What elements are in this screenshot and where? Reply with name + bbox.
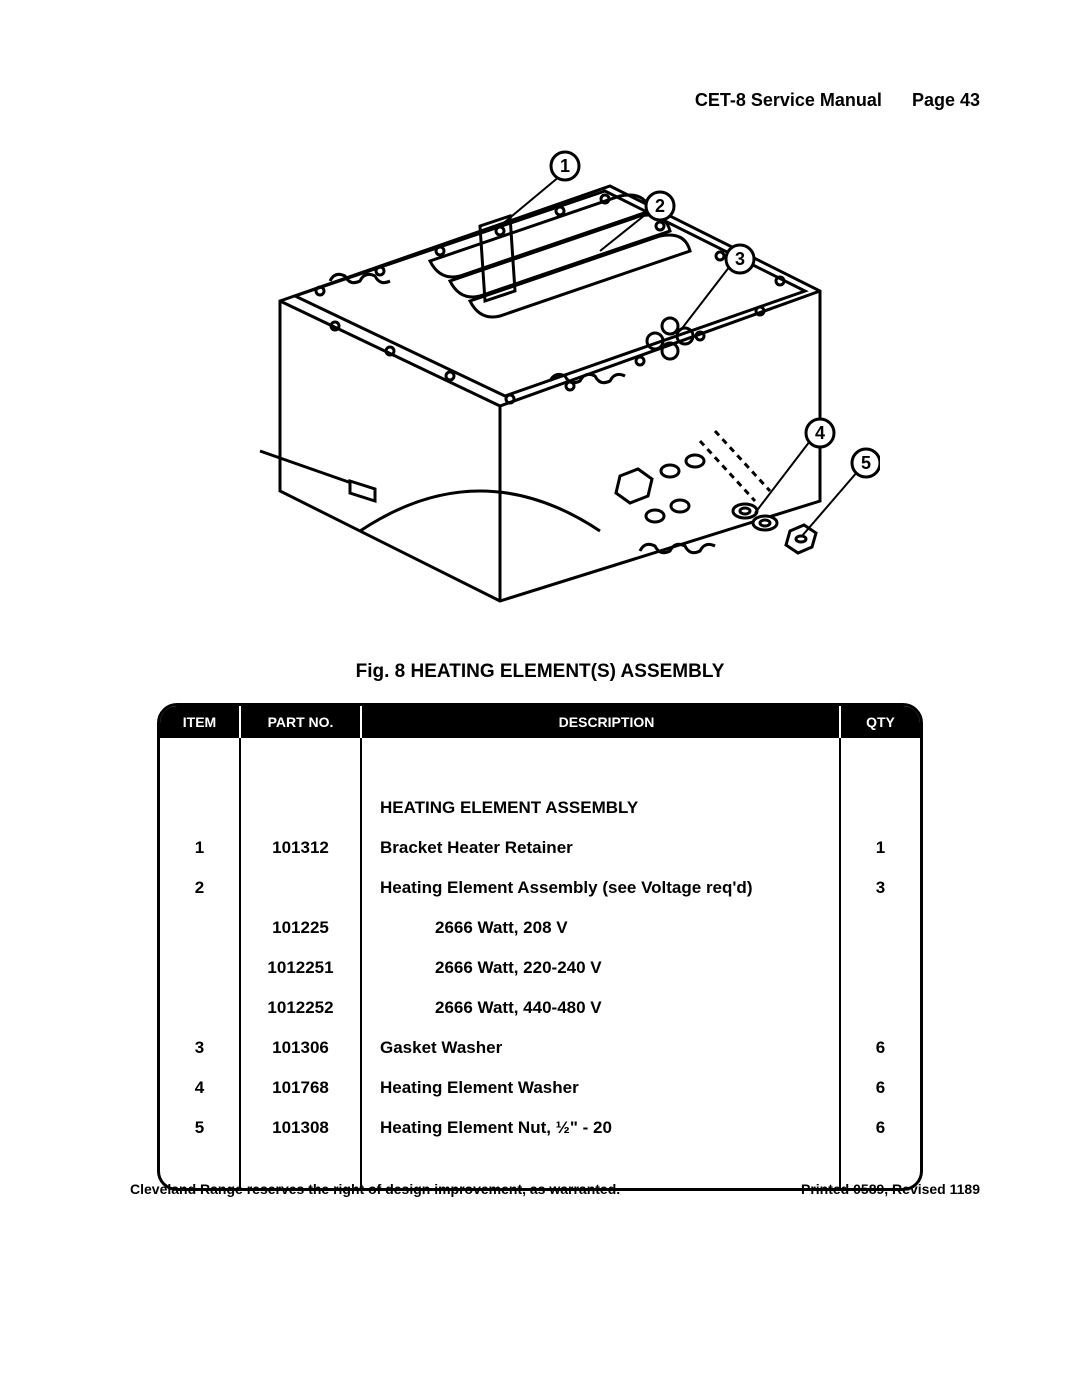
callout-2: 2 (655, 196, 665, 216)
table-row: 1101312Bracket Heater Retainer1 (160, 828, 920, 868)
cell-desc: Gasket Washer (361, 1028, 840, 1068)
callout-4: 4 (815, 423, 825, 443)
footer-right: Printed 0589, Revised 1189 (801, 1181, 980, 1197)
cell-part (240, 788, 361, 828)
page: CET-8 Service Manual Page 43 (0, 0, 1080, 1397)
cell-desc: 2666 Watt, 208 V (361, 908, 840, 948)
cell-desc: Bracket Heater Retainer (361, 828, 840, 868)
cell-desc: 2666 Watt, 440-480 V (361, 988, 840, 1028)
manual-title: CET-8 Service Manual (695, 90, 882, 110)
figure-caption: Fig. 8 HEATING ELEMENT(S) ASSEMBLY (70, 661, 1010, 683)
cell-desc: Heating Element Washer (361, 1068, 840, 1108)
cell-qty: 6 (840, 1028, 920, 1068)
cell-item: 5 (160, 1108, 240, 1148)
cell-item: 4 (160, 1068, 240, 1108)
table-row: 1012252666 Watt, 208 V (160, 908, 920, 948)
cell-qty (840, 908, 920, 948)
table-row: 3101306Gasket Washer6 (160, 1028, 920, 1068)
callout-5: 5 (861, 453, 871, 473)
page-number: Page 43 (912, 90, 980, 110)
cell-part: 101225 (240, 908, 361, 948)
table-header-row: ITEM PART NO. DESCRIPTION QTY (160, 706, 920, 738)
cell-item: 3 (160, 1028, 240, 1068)
cell-qty: 6 (840, 1068, 920, 1108)
callout-3: 3 (735, 249, 745, 269)
cell-item (160, 908, 240, 948)
col-header-qty: QTY (840, 706, 920, 738)
cell-qty: 3 (840, 868, 920, 908)
table-row: 2 Heating Element Assembly (see Voltage r… (160, 868, 920, 908)
cell-item: 2 (160, 868, 240, 908)
cell-desc: Heating Element Nut, ½" - 20 (361, 1108, 840, 1148)
diagram-container: 1 2 3 4 5 (70, 131, 1010, 636)
cell-qty: 6 (840, 1108, 920, 1148)
parts-table: ITEM PART NO. DESCRIPTION QTY HEATING EL… (157, 703, 923, 1191)
exploded-diagram: 1 2 3 4 5 (200, 131, 880, 631)
cell-qty (840, 948, 920, 988)
cell-desc: Heating Element Assembly (see Voltage re… (361, 868, 840, 908)
col-header-item: ITEM (160, 706, 240, 738)
footer-left: Cleveland Range reserves the right of de… (130, 1181, 620, 1197)
cell-part: 101308 (240, 1108, 361, 1148)
table-row: 10122522666 Watt, 440-480 V (160, 988, 920, 1028)
cell-qty (840, 988, 920, 1028)
callout-1: 1 (560, 156, 570, 176)
page-header: CET-8 Service Manual Page 43 (70, 90, 1010, 111)
table-row: HEATING ELEMENT ASSEMBLY (160, 788, 920, 828)
cell-item (160, 948, 240, 988)
col-header-part: PART NO. (240, 706, 361, 738)
cell-part: 1012251 (240, 948, 361, 988)
page-footer: Cleveland Range reserves the right of de… (130, 1181, 980, 1197)
cell-part: 101768 (240, 1068, 361, 1108)
cell-qty (840, 788, 920, 828)
col-header-desc: DESCRIPTION (361, 706, 840, 738)
cell-desc: 2666 Watt, 220-240 V (361, 948, 840, 988)
cell-part (240, 868, 361, 908)
table-row: 10122512666 Watt, 220-240 V (160, 948, 920, 988)
table-row: 5101308Heating Element Nut, ½" - 206 (160, 1108, 920, 1148)
cell-qty: 1 (840, 828, 920, 868)
table-row: 4101768Heating Element Washer6 (160, 1068, 920, 1108)
cell-item (160, 788, 240, 828)
cell-item: 1 (160, 828, 240, 868)
cell-part: 101306 (240, 1028, 361, 1068)
cell-part: 101312 (240, 828, 361, 868)
cell-desc: HEATING ELEMENT ASSEMBLY (361, 788, 840, 828)
cell-part: 1012252 (240, 988, 361, 1028)
cell-item (160, 988, 240, 1028)
